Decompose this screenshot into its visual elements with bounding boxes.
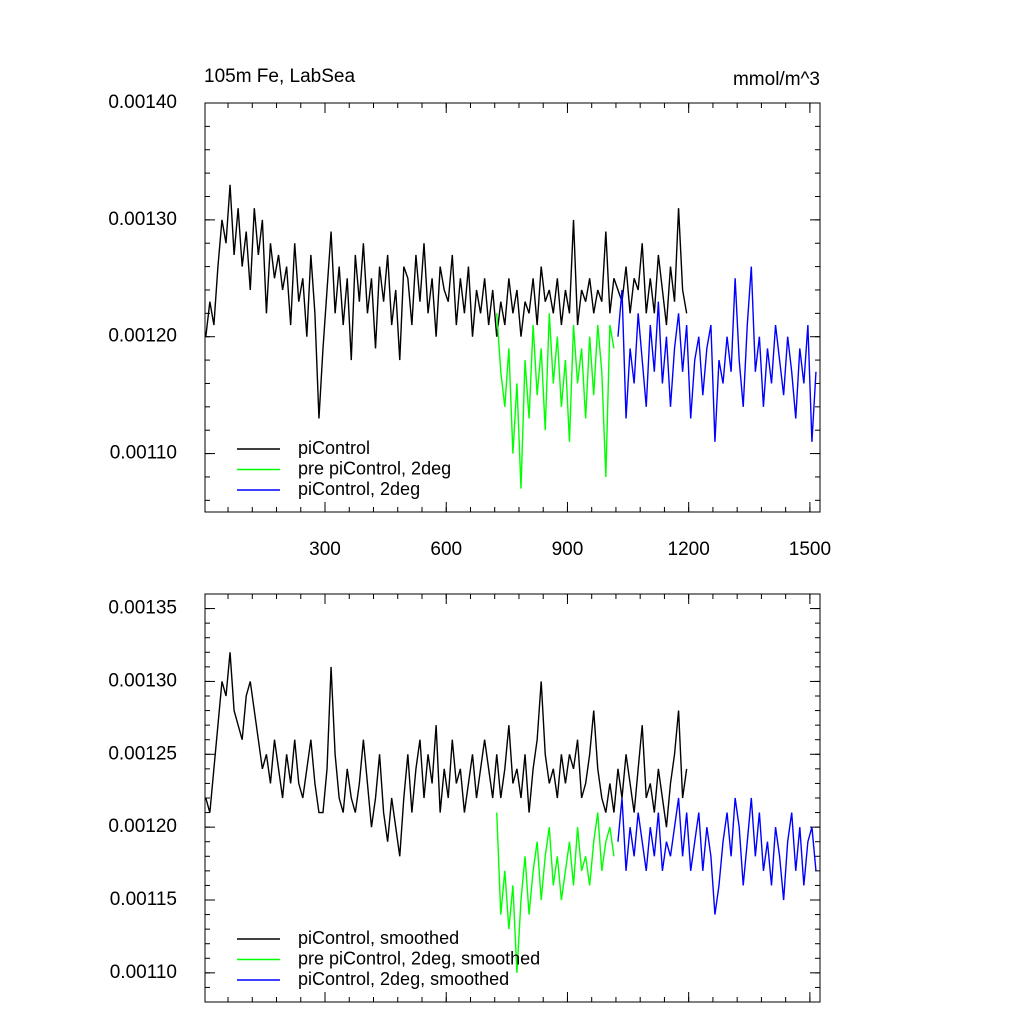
plot-frame [204, 102, 821, 513]
legend-label: piControl, smoothed [298, 928, 459, 948]
y-tick-label: 0.00130 [108, 209, 177, 230]
data-line [496, 812, 615, 973]
y-tick-label: 0.00120 [108, 326, 177, 347]
data-line [496, 313, 615, 489]
y-tick-label: 0.00130 [108, 670, 177, 691]
legend-label: piControl [298, 438, 370, 458]
legend-label: piControl, 2deg [298, 479, 420, 499]
y-tick-label: 0.00110 [110, 962, 177, 983]
units-label: mmol/m^3 [733, 69, 820, 90]
x-tick-label: 600 [430, 539, 462, 560]
x-tick-label: 1200 [668, 539, 710, 560]
legend-label: piControl, 2deg, smoothed [298, 969, 509, 989]
legend-label: pre piControl, 2deg [298, 458, 451, 478]
data-line [617, 266, 817, 442]
data-line [205, 652, 688, 857]
x-tick-label: 300 [309, 539, 341, 560]
data-line [617, 797, 817, 915]
x-tick-label: 900 [552, 539, 584, 560]
y-tick-label: 0.00135 [108, 598, 177, 619]
data-line [205, 184, 688, 419]
legend-label: pre piControl, 2deg, smoothed [298, 948, 540, 968]
x-tick-label: 1500 [789, 539, 831, 560]
y-tick-label: 0.00110 [110, 443, 177, 464]
y-tick-label: 0.00115 [110, 889, 177, 910]
chart-title: 105m Fe, LabSea [204, 66, 355, 87]
y-tick-label: 0.00140 [108, 92, 177, 113]
y-tick-label: 0.00120 [108, 816, 177, 837]
y-tick-label: 0.00125 [108, 743, 177, 764]
